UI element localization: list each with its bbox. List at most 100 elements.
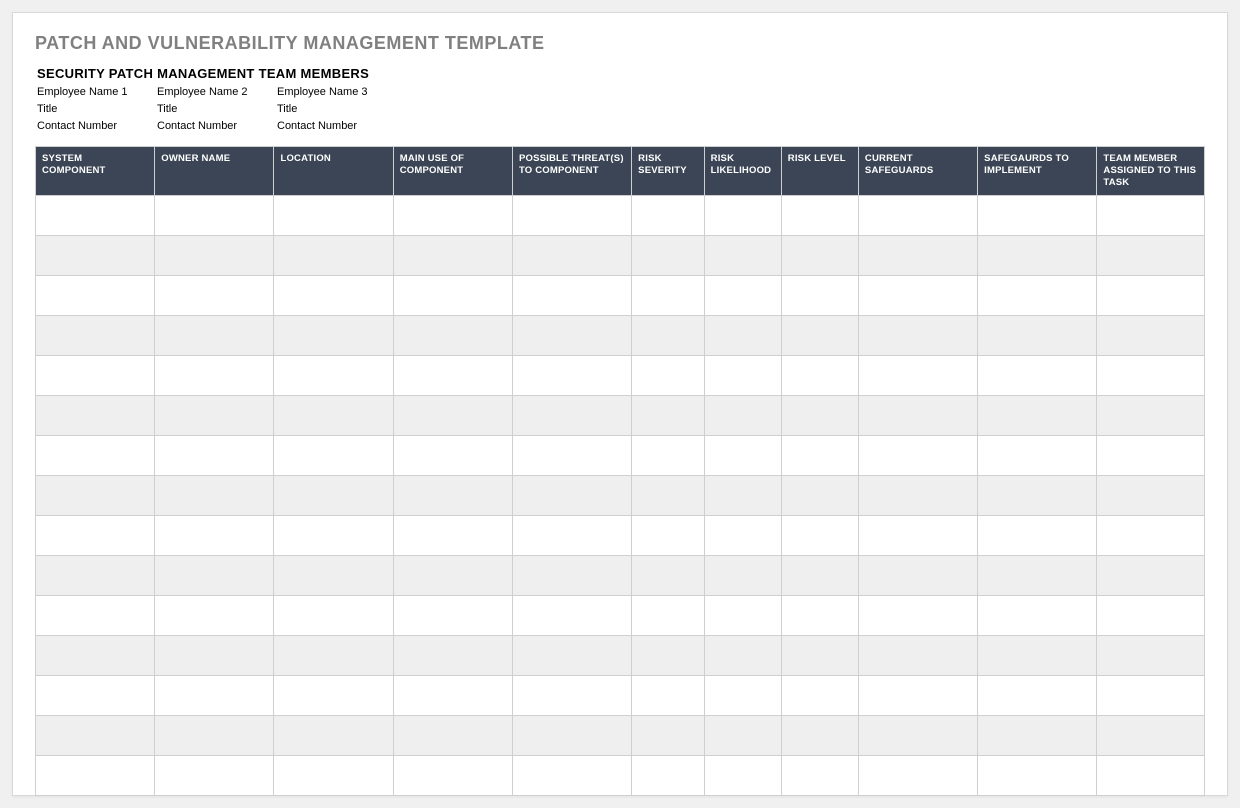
- table-cell[interactable]: [155, 356, 274, 396]
- table-cell[interactable]: [274, 356, 393, 396]
- table-cell[interactable]: [978, 276, 1097, 316]
- table-cell[interactable]: [781, 436, 858, 476]
- table-cell[interactable]: [858, 396, 977, 436]
- table-cell[interactable]: [512, 756, 631, 796]
- table-cell[interactable]: [393, 556, 512, 596]
- table-cell[interactable]: [155, 316, 274, 356]
- table-cell[interactable]: [155, 436, 274, 476]
- table-cell[interactable]: [781, 396, 858, 436]
- table-cell[interactable]: [155, 636, 274, 676]
- table-cell[interactable]: [512, 636, 631, 676]
- table-cell[interactable]: [632, 436, 704, 476]
- table-cell[interactable]: [978, 756, 1097, 796]
- table-cell[interactable]: [393, 636, 512, 676]
- table-cell[interactable]: [274, 476, 393, 516]
- table-cell[interactable]: [632, 196, 704, 236]
- table-cell[interactable]: [781, 716, 858, 756]
- table-cell[interactable]: [632, 756, 704, 796]
- table-cell[interactable]: [632, 636, 704, 676]
- table-cell[interactable]: [512, 676, 631, 716]
- table-cell[interactable]: [1097, 276, 1205, 316]
- table-cell[interactable]: [155, 756, 274, 796]
- table-cell[interactable]: [858, 636, 977, 676]
- table-cell[interactable]: [632, 716, 704, 756]
- table-cell[interactable]: [36, 756, 155, 796]
- table-cell[interactable]: [393, 316, 512, 356]
- table-cell[interactable]: [1097, 196, 1205, 236]
- table-cell[interactable]: [858, 236, 977, 276]
- table-cell[interactable]: [978, 476, 1097, 516]
- table-cell[interactable]: [704, 476, 781, 516]
- table-cell[interactable]: [781, 196, 858, 236]
- table-cell[interactable]: [704, 436, 781, 476]
- table-cell[interactable]: [512, 596, 631, 636]
- table-cell[interactable]: [781, 756, 858, 796]
- table-cell[interactable]: [393, 596, 512, 636]
- table-cell[interactable]: [781, 516, 858, 556]
- table-cell[interactable]: [36, 596, 155, 636]
- table-cell[interactable]: [632, 676, 704, 716]
- table-cell[interactable]: [274, 276, 393, 316]
- table-cell[interactable]: [393, 716, 512, 756]
- table-cell[interactable]: [274, 756, 393, 796]
- table-cell[interactable]: [512, 196, 631, 236]
- table-cell[interactable]: [274, 516, 393, 556]
- table-cell[interactable]: [36, 476, 155, 516]
- table-cell[interactable]: [1097, 476, 1205, 516]
- table-cell[interactable]: [704, 636, 781, 676]
- table-cell[interactable]: [978, 636, 1097, 676]
- table-cell[interactable]: [155, 716, 274, 756]
- table-cell[interactable]: [155, 236, 274, 276]
- table-cell[interactable]: [36, 356, 155, 396]
- table-cell[interactable]: [1097, 356, 1205, 396]
- table-cell[interactable]: [704, 756, 781, 796]
- table-cell[interactable]: [393, 356, 512, 396]
- table-cell[interactable]: [155, 396, 274, 436]
- table-cell[interactable]: [858, 756, 977, 796]
- table-cell[interactable]: [632, 236, 704, 276]
- table-cell[interactable]: [632, 596, 704, 636]
- table-cell[interactable]: [512, 316, 631, 356]
- table-cell[interactable]: [978, 356, 1097, 396]
- table-cell[interactable]: [36, 196, 155, 236]
- table-cell[interactable]: [36, 436, 155, 476]
- table-cell[interactable]: [155, 276, 274, 316]
- table-cell[interactable]: [393, 196, 512, 236]
- table-cell[interactable]: [155, 476, 274, 516]
- table-cell[interactable]: [858, 676, 977, 716]
- table-cell[interactable]: [858, 716, 977, 756]
- table-cell[interactable]: [155, 196, 274, 236]
- table-cell[interactable]: [393, 276, 512, 316]
- table-cell[interactable]: [1097, 716, 1205, 756]
- table-cell[interactable]: [858, 596, 977, 636]
- table-cell[interactable]: [781, 236, 858, 276]
- table-cell[interactable]: [393, 756, 512, 796]
- table-cell[interactable]: [704, 396, 781, 436]
- table-cell[interactable]: [512, 556, 631, 596]
- table-cell[interactable]: [274, 196, 393, 236]
- table-cell[interactable]: [512, 236, 631, 276]
- table-cell[interactable]: [978, 676, 1097, 716]
- table-cell[interactable]: [858, 436, 977, 476]
- table-cell[interactable]: [632, 396, 704, 436]
- table-cell[interactable]: [512, 516, 631, 556]
- table-cell[interactable]: [632, 316, 704, 356]
- table-cell[interactable]: [1097, 516, 1205, 556]
- table-cell[interactable]: [632, 556, 704, 596]
- table-cell[interactable]: [1097, 316, 1205, 356]
- table-cell[interactable]: [1097, 636, 1205, 676]
- table-cell[interactable]: [781, 676, 858, 716]
- table-cell[interactable]: [978, 516, 1097, 556]
- table-cell[interactable]: [858, 316, 977, 356]
- table-cell[interactable]: [978, 436, 1097, 476]
- table-cell[interactable]: [155, 596, 274, 636]
- table-cell[interactable]: [781, 596, 858, 636]
- table-cell[interactable]: [512, 356, 631, 396]
- table-cell[interactable]: [858, 556, 977, 596]
- table-cell[interactable]: [978, 236, 1097, 276]
- table-cell[interactable]: [1097, 676, 1205, 716]
- table-cell[interactable]: [858, 276, 977, 316]
- table-cell[interactable]: [36, 716, 155, 756]
- table-cell[interactable]: [1097, 436, 1205, 476]
- table-cell[interactable]: [393, 236, 512, 276]
